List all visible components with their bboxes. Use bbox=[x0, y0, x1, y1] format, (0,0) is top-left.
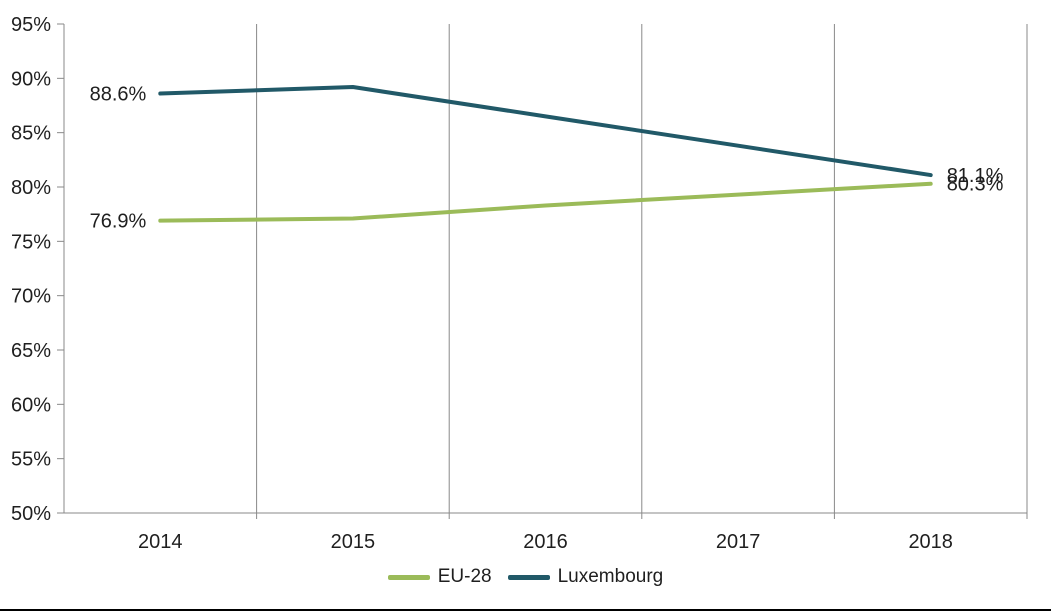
series-line-luxembourg bbox=[158, 85, 933, 178]
data-label: 81.1% bbox=[947, 165, 1004, 187]
data-label: 88.6% bbox=[90, 84, 147, 106]
y-axis-label: 55% bbox=[11, 449, 51, 471]
legend-label-luxembourg: Luxembourg bbox=[557, 566, 664, 587]
legend-item-eu-28: EU-28 bbox=[387, 566, 492, 588]
x-axis-label: 2017 bbox=[716, 531, 761, 553]
chart-legend: EU-28 Luxembourg bbox=[0, 566, 1051, 588]
y-axis-label: 95% bbox=[11, 14, 51, 36]
y-axis-label: 85% bbox=[11, 123, 51, 145]
y-axis-label: 80% bbox=[11, 177, 51, 199]
series-line-eu-28 bbox=[158, 181, 933, 223]
data-label: 80.3% bbox=[947, 174, 1004, 196]
y-axis-label: 70% bbox=[11, 286, 51, 308]
x-axis-label: 2015 bbox=[331, 531, 376, 553]
legend-swatch-luxembourg bbox=[507, 574, 550, 580]
legend-item-luxembourg: Luxembourg bbox=[507, 566, 664, 588]
y-axis-label: 90% bbox=[11, 68, 51, 90]
y-axis-label: 75% bbox=[11, 231, 51, 253]
x-axis-label: 2018 bbox=[908, 531, 953, 553]
x-axis-label: 2014 bbox=[138, 531, 183, 553]
data-label: 76.9% bbox=[90, 211, 147, 233]
legend-label-eu-28: EU-28 bbox=[437, 566, 492, 587]
bottom-border-line bbox=[0, 609, 1051, 611]
y-axis-label: 65% bbox=[11, 340, 51, 362]
x-axis-label: 2016 bbox=[523, 531, 568, 553]
y-axis-label: 60% bbox=[11, 394, 51, 416]
legend-swatch-eu-28 bbox=[387, 574, 430, 580]
y-axis-label: 50% bbox=[11, 503, 51, 525]
